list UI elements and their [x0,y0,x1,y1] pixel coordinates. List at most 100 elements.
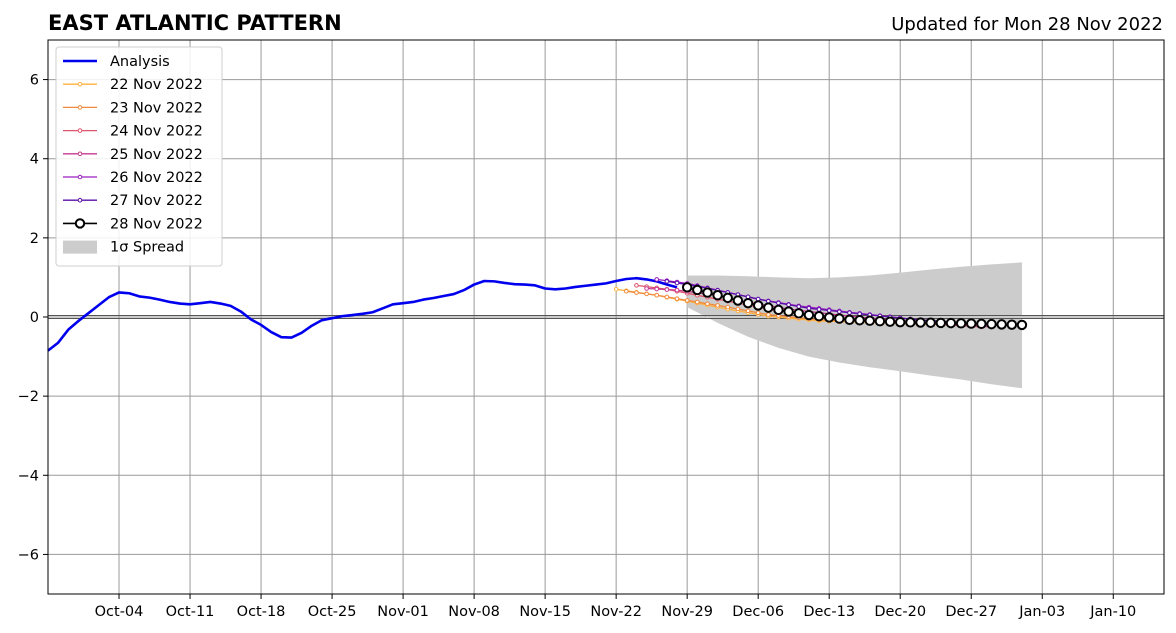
legend-label-8: 1σ Spread [110,240,184,256]
forecast-point [776,300,781,306]
y-tick-label-4: 2 [30,231,39,247]
forecast-point [634,283,639,288]
forecast-point [996,319,1007,330]
forecast-point [722,292,733,304]
forecast-point [915,317,926,328]
forecast-point [796,304,802,309]
forecast-point [695,299,700,305]
forecast-point [664,279,670,284]
forecast-point [702,287,713,298]
x-tick-label-3: Oct-25 [308,604,357,620]
forecast-point [613,287,619,292]
forecast-point [905,317,916,328]
legend-entry-6: 27 Nov 2022 [63,193,203,209]
legend-swatch-marker [74,218,86,229]
forecast-point [847,310,852,316]
forecast-point [705,301,710,307]
legend-entry-5: 26 Nov 2022 [63,170,203,186]
legend-entry-1: 22 Nov 2022 [63,77,203,93]
legend-label-1: 22 Nov 2022 [110,77,203,93]
forecast-point [986,318,997,330]
y-tick-label-3: 0 [30,310,39,326]
legend-box [55,46,223,267]
legend-label-2: 23 Nov 2022 [110,100,203,116]
x-tick-label-1: Oct-11 [166,604,215,620]
legend-label-3: 24 Nov 2022 [110,124,203,140]
forecast-point [644,291,649,297]
x-tick-label-13: Jan-03 [1018,604,1065,620]
forecast-point [976,318,987,330]
legend-swatch-marker [77,128,83,133]
forecast-point [654,286,660,292]
forecast-point [786,302,791,308]
legend-swatch-marker [77,174,83,180]
forecast-point [793,308,804,319]
forecast-point [742,297,754,309]
x-tick-label-5: Nov-08 [448,604,500,620]
axis-layer: Oct-04 Oct-11 Oct-18 Oct-25 Nov-01 Nov-08 Nov-… [18,73,1137,620]
analysis-line [47,276,678,352]
legend-entry-8: 1σ Spread [63,240,184,256]
legend-label-5: 26 Nov 2022 [110,170,203,186]
forecast-point [874,315,886,327]
legend-label-0: Analysis [110,54,170,70]
forecast-point [763,302,774,313]
legend-entry-7: 28 Nov 2022 [63,216,203,232]
forecast-point [837,309,842,314]
legend-entry-4: 25 Nov 2022 [63,147,203,163]
legend-swatch-patch [63,240,97,254]
forecast-point [803,309,815,321]
y-tick-label-0: −6 [18,547,39,563]
x-tick-label-8: Nov-29 [661,604,713,620]
series-layer [47,276,1028,352]
legend-entry-3: 24 Nov 2022 [63,124,203,140]
forecast-point [834,313,845,324]
forecast-point [755,310,761,316]
legend-label-7: 28 Nov 2022 [110,216,203,232]
forecast-point [745,308,751,314]
x-tick-label-10: Dec-13 [803,604,855,620]
forecast-point [864,315,875,326]
spread-band [687,262,1022,389]
y-tick-label-2: −2 [18,389,39,405]
legend-swatch-marker [77,81,83,87]
forecast-point [1006,319,1018,330]
forecast-point [1016,319,1028,331]
legend-swatch-marker [77,151,83,157]
forecast-point [712,290,723,301]
forecast-point [692,284,703,296]
forecast-point [955,318,967,329]
forecast-point [654,292,660,298]
forecast-point [725,304,731,310]
forecast-point [735,306,741,312]
forecast-point [684,298,690,303]
y-tick-label-1: −4 [18,468,39,484]
y-tick-label-5: 4 [30,152,39,168]
y-tick-label-6: 6 [30,73,39,89]
forecast-point [752,300,764,311]
x-tick-label-11: Dec-20 [874,604,926,620]
forecast-point [644,286,649,291]
forecast-point [824,312,835,323]
x-tick-label-14: Jan-10 [1089,604,1136,620]
forecast-point [664,287,670,292]
legend-entry-2: 23 Nov 2022 [63,100,203,116]
forecast-point [766,312,771,317]
forecast-point [773,304,784,316]
x-tick-label-4: Nov-01 [377,604,429,620]
forecast-point [654,277,660,282]
x-tick-label-0: Oct-04 [95,604,144,620]
forecast-point [766,298,771,304]
x-tick-label-9: Dec-06 [732,604,784,620]
forecast-point [966,318,977,329]
legend-label-6: 27 Nov 2022 [110,193,203,209]
zero-line-layer [48,315,1164,319]
x-tick-label-2: Oct-18 [237,604,286,620]
forecast-point [935,317,946,329]
legend-swatch-marker [77,105,83,110]
forecast-series-6 [681,282,1028,331]
forecast-point [884,316,896,327]
forecast-point [634,290,639,295]
forecast-point [732,295,744,306]
